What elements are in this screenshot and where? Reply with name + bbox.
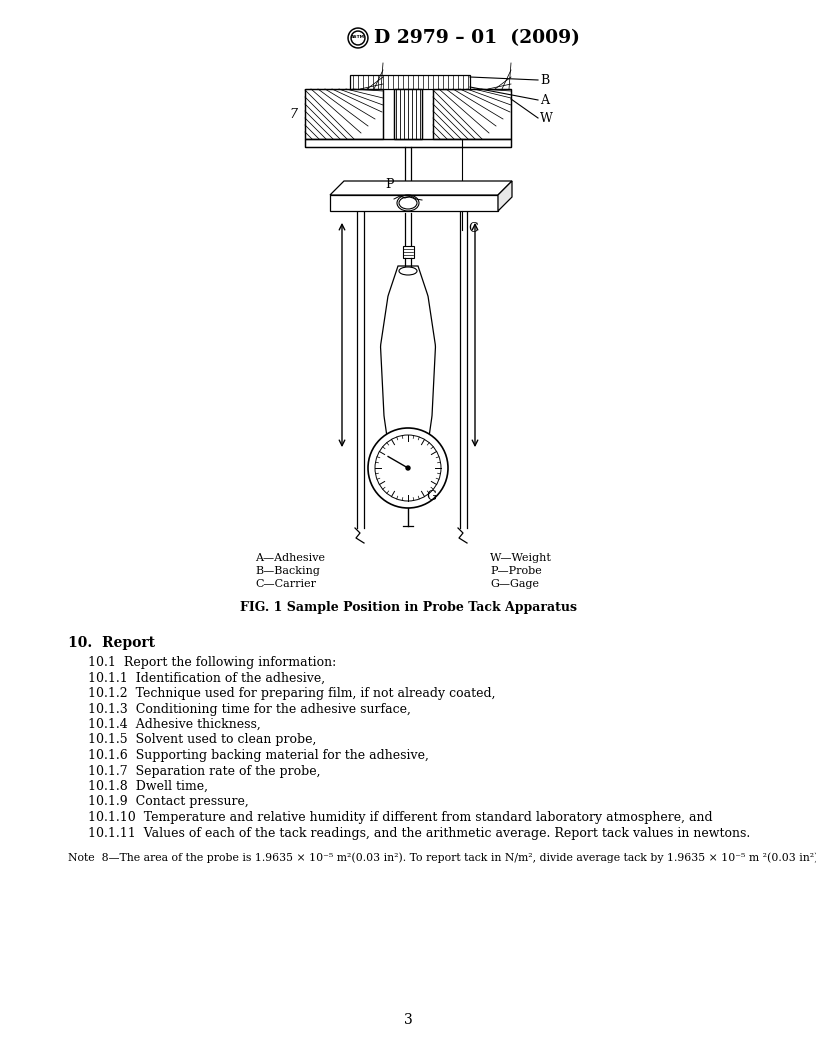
Bar (305, 139, 511, 147)
Circle shape (375, 435, 441, 501)
Text: 10.  Report: 10. Report (68, 636, 155, 650)
Text: A—Adhesive: A—Adhesive (255, 553, 325, 563)
Text: ASTM: ASTM (351, 36, 365, 39)
Text: 7: 7 (289, 108, 297, 120)
Text: C: C (468, 222, 477, 234)
Text: 10.1.2  Technique used for preparing film, if not already coated,: 10.1.2 Technique used for preparing film… (88, 687, 495, 700)
Text: FIG. 1 Sample Position in Probe Tack Apparatus: FIG. 1 Sample Position in Probe Tack App… (240, 601, 576, 614)
Polygon shape (330, 181, 512, 195)
Text: 10.1.8  Dwell time,: 10.1.8 Dwell time, (88, 780, 208, 793)
Text: A: A (540, 94, 549, 107)
Circle shape (406, 466, 410, 470)
Text: Note  8—The area of the probe is 1.9635 × 10⁻⁵ m²(0.03 in²). To report tack in N: Note 8—The area of the probe is 1.9635 ×… (68, 852, 816, 863)
Text: W: W (540, 112, 553, 125)
Text: B—Backing: B—Backing (255, 566, 320, 576)
Bar (403, 246, 414, 258)
Text: B: B (540, 74, 549, 87)
Text: 10.1.4  Adhesive thickness,: 10.1.4 Adhesive thickness, (88, 718, 261, 731)
Circle shape (351, 31, 365, 45)
Polygon shape (498, 181, 512, 211)
Bar (394, 89, 422, 139)
Text: D 2979 – 01  (2009): D 2979 – 01 (2009) (374, 29, 580, 48)
Text: P—Probe: P—Probe (490, 566, 542, 576)
Ellipse shape (399, 197, 417, 209)
Text: 10.1.7  Separation rate of the probe,: 10.1.7 Separation rate of the probe, (88, 765, 321, 777)
Text: 10.1.1  Identification of the adhesive,: 10.1.1 Identification of the adhesive, (88, 672, 325, 684)
Circle shape (349, 30, 366, 46)
Polygon shape (380, 266, 436, 466)
Bar (305, 89, 383, 139)
Text: P: P (385, 178, 394, 191)
Text: 10.1  Report the following information:: 10.1 Report the following information: (88, 656, 336, 670)
Text: G: G (426, 490, 436, 503)
Text: 10.1.5  Solvent used to clean probe,: 10.1.5 Solvent used to clean probe, (88, 734, 317, 747)
Text: 10.1.3  Conditioning time for the adhesive surface,: 10.1.3 Conditioning time for the adhesiv… (88, 702, 411, 716)
Text: G—Gage: G—Gage (490, 579, 539, 589)
Ellipse shape (399, 267, 417, 275)
Text: W—Weight: W—Weight (490, 553, 552, 563)
Bar (305, 139, 511, 147)
Circle shape (353, 33, 363, 43)
Text: 10.1.6  Supporting backing material for the adhesive,: 10.1.6 Supporting backing material for t… (88, 749, 429, 762)
Bar (394, 89, 422, 139)
Bar (305, 89, 383, 139)
Bar (330, 195, 498, 211)
Text: 10.1.10  Temperature and relative humidity if different from standard laboratory: 10.1.10 Temperature and relative humidit… (88, 811, 712, 824)
Circle shape (348, 29, 368, 48)
Bar (433, 89, 511, 139)
Bar (433, 89, 511, 139)
Text: C—Carrier: C—Carrier (255, 579, 316, 589)
Bar (350, 75, 470, 89)
Text: 10.1.11  Values of each of the tack readings, and the arithmetic average. Report: 10.1.11 Values of each of the tack readi… (88, 827, 750, 840)
Text: 10.1.9  Contact pressure,: 10.1.9 Contact pressure, (88, 795, 249, 809)
Text: 3: 3 (404, 1013, 412, 1027)
Circle shape (368, 428, 448, 508)
